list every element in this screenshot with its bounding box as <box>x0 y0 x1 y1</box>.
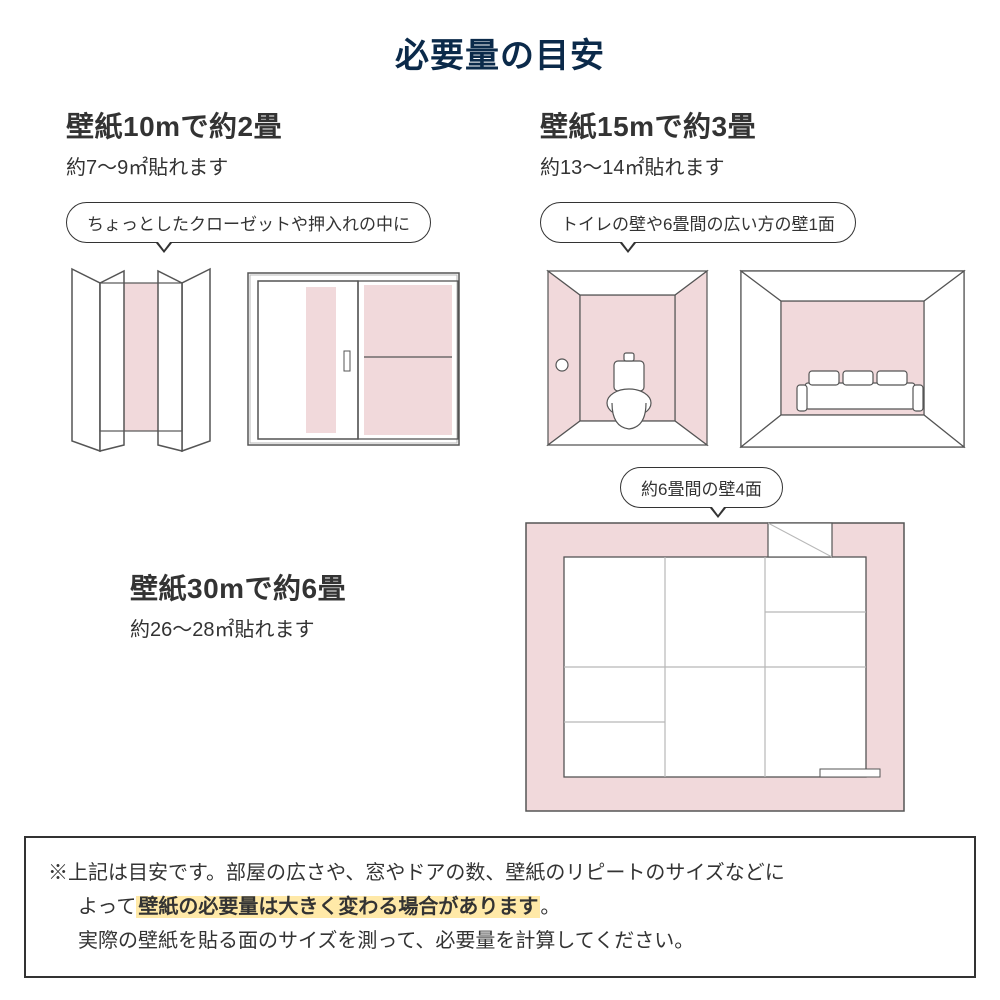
oshiire-icon <box>236 265 471 455</box>
note-line3-text: 実際の壁紙を貼る面のサイズを測って、必要量を計算してください。 <box>78 930 694 952</box>
living-room-icon <box>735 265 970 455</box>
section-10m: 壁紙10mで約2畳 約7〜9㎡貼れます ちょっとしたクローゼットや押入れの中に <box>66 105 496 455</box>
pill-30m-wrap: 約6畳間の壁4面 <box>620 467 783 508</box>
illus-30m <box>520 517 910 817</box>
note-line2-suffix: 。 <box>540 896 560 918</box>
section-15m: 壁紙15mで約3畳 約13〜14㎡貼れます トイレの壁や6畳間の広い方の壁1面 <box>540 105 970 455</box>
heading-30m: 壁紙30mで約6畳 <box>130 567 346 607</box>
note-line2-prefix: よって <box>78 896 136 918</box>
sub-10m: 約7〜9㎡貼れます <box>66 151 496 180</box>
note-line2: よって壁紙の必要量は大きく変わる場合があります。 <box>48 890 952 924</box>
section-30m-heading: 壁紙30mで約6畳 約26〜28㎡貼れます <box>130 567 346 642</box>
room-6tatami-icon <box>520 517 910 817</box>
sub-30m: 約26〜28㎡貼れます <box>130 613 346 642</box>
note-box: ※上記は目安です。部屋の広さや、窓やドアの数、壁紙のリピートのサイズなどに よっ… <box>24 836 976 978</box>
heading-10m: 壁紙10mで約2畳 <box>66 105 496 145</box>
toilet-room-icon <box>540 265 715 455</box>
pill-tail-icon <box>620 243 636 253</box>
note-line3: 実際の壁紙を貼る面のサイズを測って、必要量を計算してください。 <box>48 924 952 958</box>
pill-30m: 約6畳間の壁4面 <box>620 467 783 508</box>
illus-row-15m <box>540 265 970 455</box>
pill-tail-icon <box>156 243 172 253</box>
pill-10m: ちょっとしたクローゼットや押入れの中に <box>66 202 431 243</box>
sub-15m: 約13〜14㎡貼れます <box>540 151 970 180</box>
pill-15m: トイレの壁や6畳間の広い方の壁1面 <box>540 202 856 243</box>
illus-row-10m <box>66 265 496 455</box>
page-title: 必要量の目安 <box>0 0 1000 77</box>
infographic-grid: 壁紙10mで約2畳 約7〜9㎡貼れます ちょっとしたクローゼットや押入れの中に <box>0 77 1000 797</box>
note-line1: ※上記は目安です。部屋の広さや、窓やドアの数、壁紙のリピートのサイズなどに <box>48 856 952 890</box>
closet-icon <box>66 265 216 455</box>
note-highlight: 壁紙の必要量は大きく変わる場合があります <box>136 896 540 918</box>
heading-15m: 壁紙15mで約3畳 <box>540 105 970 145</box>
